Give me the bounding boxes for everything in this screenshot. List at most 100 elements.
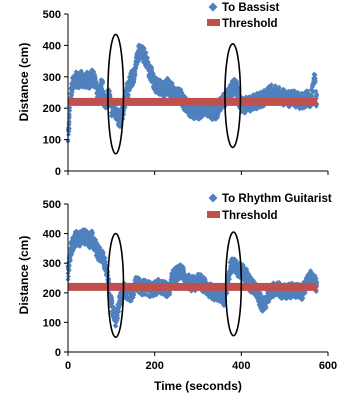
y-tick-label: 500 (43, 9, 61, 21)
y-tick-label: 200 (43, 288, 61, 300)
data-point (83, 78, 89, 84)
data-point (200, 114, 205, 119)
y-axis-title: Distance (cm) (17, 43, 31, 122)
annotation-ellipse-2 (224, 42, 242, 149)
data-point (233, 258, 239, 263)
data-point (94, 82, 100, 88)
annotation-ellipse-2 (224, 231, 243, 337)
threshold-band (68, 282, 318, 291)
data-point (165, 293, 171, 298)
data-point (103, 259, 109, 265)
data-point (132, 69, 138, 75)
legend: To Bassist Threshold (207, 2, 279, 30)
data-point (313, 276, 319, 281)
legend-marker-threshold (207, 19, 220, 26)
legend-label-threshold: Threshold (222, 210, 278, 222)
data-point (84, 72, 90, 78)
y-tick-label: 400 (43, 229, 61, 241)
data-point (210, 115, 216, 120)
x-axis-title: Time (seconds) (154, 379, 242, 393)
y-tick-label: 0 (55, 166, 61, 178)
data-point (149, 79, 154, 85)
data-point (224, 88, 230, 94)
data-point (118, 119, 124, 125)
data-point (69, 92, 75, 98)
data-point (100, 88, 106, 94)
data-point (125, 290, 130, 296)
legend-marker-series (208, 2, 218, 12)
data-point (230, 267, 236, 273)
y-tick-label: 0 (55, 347, 61, 359)
data-point (100, 251, 106, 257)
data-point (232, 76, 237, 82)
data-point (89, 67, 95, 73)
data-point (104, 92, 110, 98)
data-point (67, 113, 72, 119)
data-point (99, 86, 105, 91)
data-point (141, 46, 147, 51)
data-point (211, 116, 217, 122)
data-point (125, 94, 131, 100)
series-points (65, 227, 320, 329)
y-tick-label: 300 (43, 258, 61, 270)
data-point (100, 80, 106, 86)
data-point (94, 240, 100, 246)
data-point (74, 229, 79, 234)
data-point (91, 69, 97, 75)
data-point (241, 262, 246, 268)
data-point (84, 230, 90, 235)
data-point (167, 289, 173, 295)
data-point (178, 87, 184, 93)
data-point (240, 108, 246, 114)
data-point (68, 258, 73, 264)
data-point (311, 82, 317, 87)
y-tick-label: 500 (43, 199, 61, 211)
data-point (82, 227, 88, 232)
data-point (93, 237, 98, 243)
data-point (130, 82, 136, 88)
data-point (158, 89, 164, 94)
data-point (72, 239, 78, 245)
annotation-ellipse-1 (107, 232, 125, 338)
legend: To Rhythm Guitarist Threshold (207, 193, 332, 222)
data-point (188, 114, 193, 120)
data-point (153, 89, 159, 95)
data-point (109, 300, 115, 306)
y-tick-label: 300 (43, 72, 61, 84)
data-point (90, 230, 96, 236)
data-point (201, 112, 207, 118)
data-point (67, 126, 72, 131)
data-point (93, 76, 98, 81)
data-point (67, 119, 72, 124)
data-point (242, 109, 248, 115)
x-tick-label: 0 (65, 360, 71, 372)
data-point (155, 89, 161, 95)
series-points (65, 42, 320, 144)
data-point (246, 272, 252, 277)
data-point (91, 77, 97, 83)
data-point (310, 89, 316, 95)
x-tick-label: 400 (232, 360, 250, 372)
data-point (170, 81, 175, 87)
data-point (97, 245, 103, 250)
data-point (228, 271, 234, 276)
data-point (119, 300, 124, 305)
data-point (118, 123, 123, 129)
legend-label-series: To Bassist (222, 2, 279, 14)
data-point (131, 290, 137, 296)
data-point (313, 76, 318, 81)
y-axis-title: Distance (cm) (17, 236, 31, 315)
x-tick-label: 200 (145, 360, 163, 372)
data-point (167, 78, 172, 84)
data-point (150, 71, 156, 76)
data-point (301, 91, 306, 96)
data-point (259, 94, 264, 99)
data-point (300, 295, 306, 301)
data-point (303, 290, 308, 296)
y-tick-label: 100 (43, 135, 61, 147)
data-point (133, 64, 139, 70)
data-point (94, 79, 99, 85)
data-point (234, 81, 240, 87)
data-point (98, 88, 104, 94)
data-point (227, 276, 232, 282)
